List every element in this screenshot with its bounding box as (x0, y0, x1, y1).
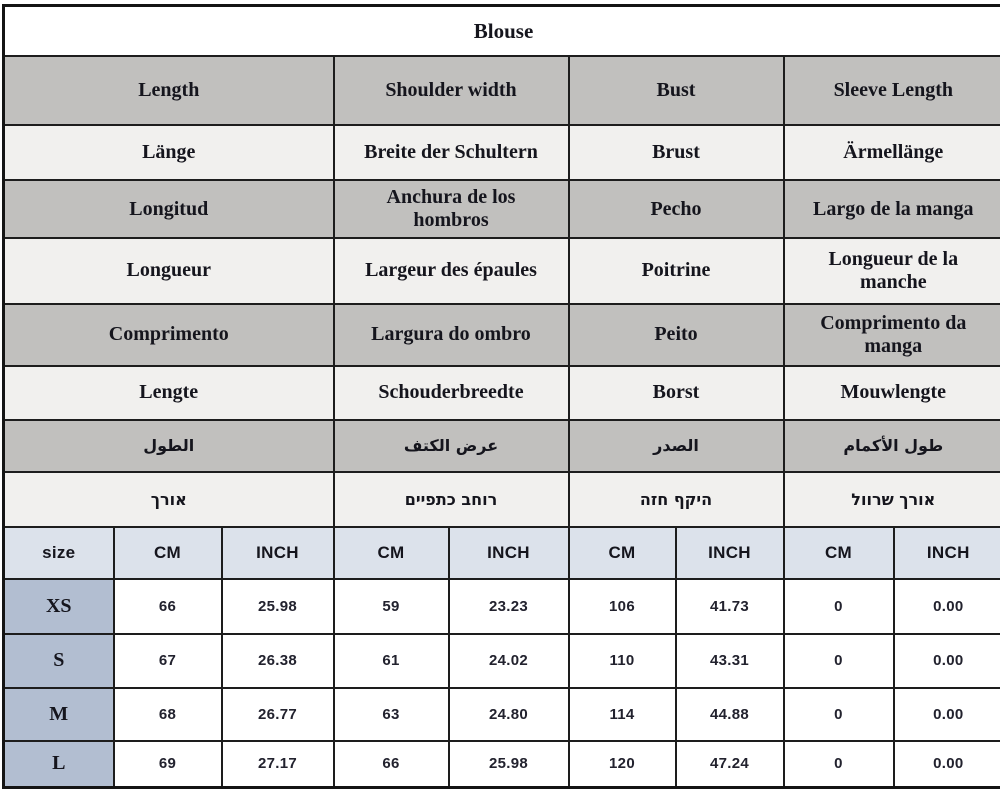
measurement-value: 0 (782, 686, 895, 742)
length-label-spanish: Longitud (2, 178, 335, 240)
measurement-value: 63 (332, 686, 450, 742)
shoulder-label-spanish: Anchura de los hombros (332, 178, 570, 240)
shoulder-label-hebrew: רוחב כתפיים (332, 470, 570, 528)
lang-row-german: Länge Breite der Schultern Brust Ärmellä… (2, 123, 1000, 181)
unit-header-cm: CM (112, 525, 223, 580)
measurement-value: 67 (112, 632, 223, 689)
bust-label-arabic: الصدر (567, 418, 785, 473)
length-label-german: Länge (2, 123, 335, 181)
sleeve-label-spanish: Largo de la manga (782, 178, 1000, 240)
measurement-value: 0.00 (892, 739, 1000, 789)
unit-header-inch: INCH (220, 525, 335, 580)
size-label: L (2, 739, 115, 789)
lang-row-english: Length Shoulder width Bust Sleeve Length (2, 55, 1000, 126)
bust-label-portuguese: Peito (567, 302, 785, 367)
length-label-french: Longueur (2, 237, 335, 305)
measurement-value: 0 (782, 577, 895, 635)
unit-header-cm: CM (567, 525, 677, 580)
length-label-hebrew: אורך (2, 470, 335, 528)
measurement-value: 24.80 (447, 686, 570, 742)
measurement-value: 0 (782, 632, 895, 689)
size-label: S (2, 632, 115, 689)
unit-header-cm: CM (782, 525, 895, 580)
measurement-value: 0.00 (892, 632, 1000, 689)
unit-header-inch: INCH (892, 525, 1000, 580)
size-column-header: size (2, 525, 115, 580)
bust-label-german: Brust (567, 123, 785, 181)
length-label-arabic: الطول (2, 418, 335, 473)
measurement-value: 43.31 (674, 632, 785, 689)
lang-row-portuguese: Comprimento Largura do ombro Peito Compr… (2, 302, 1000, 367)
sleeve-label-hebrew: אורך שרוול (782, 470, 1000, 528)
chart-title: Blouse (2, 4, 1000, 58)
lang-row-dutch: Lengte Schouderbreedte Borst Mouwlengte (2, 364, 1000, 421)
measurement-value: 23.23 (447, 577, 570, 635)
size-row-s: S 67 26.38 61 24.02 110 43.31 0 0.00 (2, 632, 1000, 689)
measurement-value: 61 (332, 632, 450, 689)
measurement-value: 114 (567, 686, 677, 742)
shoulder-label-portuguese: Largura do ombro (332, 302, 570, 367)
shoulder-label-arabic: عرض الكتف (332, 418, 570, 473)
size-row-xs: XS 66 25.98 59 23.23 106 41.73 0 0.00 (2, 577, 1000, 635)
unit-header-cm: CM (332, 525, 450, 580)
measurement-value: 66 (112, 577, 223, 635)
unit-header-inch: INCH (674, 525, 785, 580)
lang-row-french: Longueur Largeur des épaules Poitrine Lo… (2, 237, 1000, 305)
measurement-value: 27.17 (220, 739, 335, 789)
bust-label-dutch: Borst (567, 364, 785, 421)
size-label: M (2, 686, 115, 742)
size-label: XS (2, 577, 115, 635)
measurement-value: 24.02 (447, 632, 570, 689)
lang-row-arabic: الطول عرض الكتف الصدر طول الأكمام (2, 418, 1000, 473)
measurement-value: 26.38 (220, 632, 335, 689)
measurement-value: 0 (782, 739, 895, 789)
measurement-value: 0.00 (892, 577, 1000, 635)
size-chart-table: Blouse Length Shoulder width Bust Sleeve… (2, 4, 1000, 789)
sleeve-label-arabic: طول الأكمام (782, 418, 1000, 473)
measurement-value: 26.77 (220, 686, 335, 742)
unit-header-inch: INCH (447, 525, 570, 580)
length-label-dutch: Lengte (2, 364, 335, 421)
sleeve-label-english: Sleeve Length (782, 55, 1000, 126)
bust-label-french: Poitrine (567, 237, 785, 305)
lang-row-hebrew: אורך רוחב כתפיים היקף חזה אורך שרוול (2, 470, 1000, 528)
measurement-value: 47.24 (674, 739, 785, 789)
shoulder-label-french: Largeur des épaules (332, 237, 570, 305)
length-label-english: Length (2, 55, 335, 126)
size-row-l: L 69 27.17 66 25.98 120 47.24 0 0.00 (2, 739, 1000, 789)
sleeve-label-dutch: Mouwlengte (782, 364, 1000, 421)
length-label-portuguese: Comprimento (2, 302, 335, 367)
bust-label-english: Bust (567, 55, 785, 126)
bust-label-spanish: Pecho (567, 178, 785, 240)
measurement-value: 0.00 (892, 686, 1000, 742)
measurement-value: 106 (567, 577, 677, 635)
measurement-value: 69 (112, 739, 223, 789)
shoulder-label-english: Shoulder width (332, 55, 570, 126)
measurement-value: 120 (567, 739, 677, 789)
size-row-m: M 68 26.77 63 24.80 114 44.88 0 0.00 (2, 686, 1000, 742)
measurement-value: 44.88 (674, 686, 785, 742)
measurement-value: 110 (567, 632, 677, 689)
sleeve-label-portuguese: Comprimento da manga (782, 302, 1000, 367)
bust-label-hebrew: היקף חזה (567, 470, 785, 528)
title-row: Blouse (2, 4, 1000, 58)
measurement-value: 68 (112, 686, 223, 742)
shoulder-label-dutch: Schouderbreedte (332, 364, 570, 421)
measurement-value: 66 (332, 739, 450, 789)
units-header-row: size CM INCH CM INCH CM INCH CM INCH (2, 525, 1000, 580)
lang-row-spanish: Longitud Anchura de los hombros Pecho La… (2, 178, 1000, 240)
measurement-value: 25.98 (220, 577, 335, 635)
measurement-value: 25.98 (447, 739, 570, 789)
sleeve-label-german: Ärmellänge (782, 123, 1000, 181)
measurement-value: 59 (332, 577, 450, 635)
measurement-value: 41.73 (674, 577, 785, 635)
sleeve-label-french: Longueur de la manche (782, 237, 1000, 305)
shoulder-label-german: Breite der Schultern (332, 123, 570, 181)
